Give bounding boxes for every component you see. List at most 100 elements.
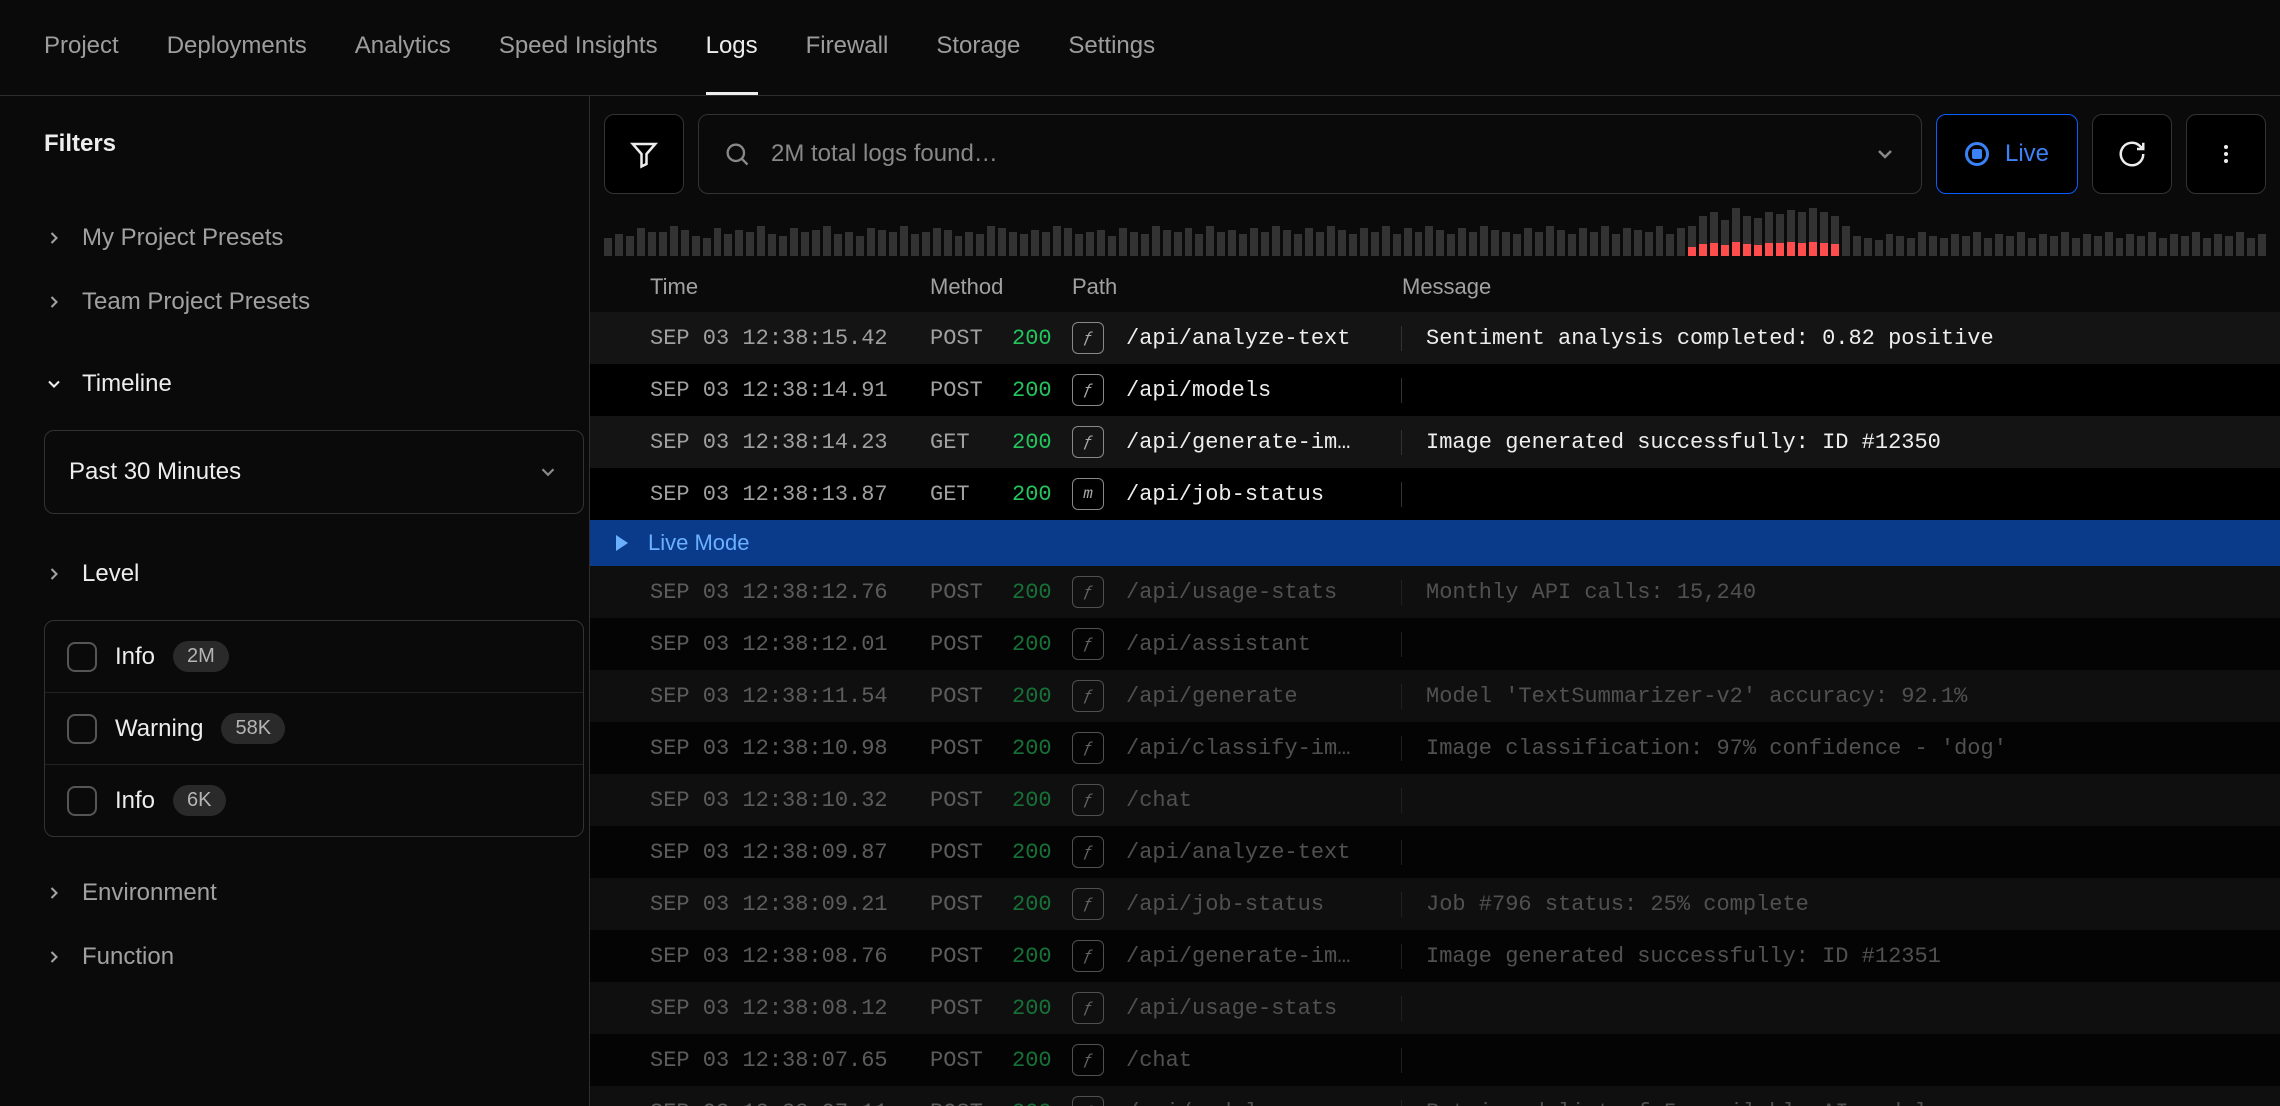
log-time: SEP 03 12:38:10.98 xyxy=(650,736,930,761)
log-row[interactable]: SEP 03 12:38:12.01POST200ƒ/api/assistant xyxy=(590,618,2280,670)
log-status: 200 xyxy=(1012,326,1072,351)
log-time: SEP 03 12:38:08.12 xyxy=(650,996,930,1021)
log-status: 200 xyxy=(1012,1048,1072,1073)
log-status: 200 xyxy=(1012,892,1072,917)
filter-button[interactable] xyxy=(604,114,684,194)
log-path: /api/generate-im… xyxy=(1126,430,1402,455)
level-count-badge: 6K xyxy=(173,785,225,816)
log-path: /api/assistant xyxy=(1126,632,1402,657)
log-type-icon: m xyxy=(1072,478,1126,510)
log-row[interactable]: SEP 03 12:38:10.32POST200ƒ/chat xyxy=(590,774,2280,826)
log-message: Image generated successfully: ID #12351 xyxy=(1426,944,2266,969)
timeline-header[interactable]: Timeline xyxy=(44,352,565,416)
nav-tab-logs[interactable]: Logs xyxy=(706,0,758,95)
section-label: Function xyxy=(82,943,174,971)
level-row[interactable]: Warning 58K xyxy=(45,693,583,765)
sidebar-preset[interactable]: Team Project Presets xyxy=(44,270,565,334)
chevron-down-icon[interactable] xyxy=(1873,142,1897,166)
checkbox[interactable] xyxy=(67,714,97,744)
log-row[interactable]: SEP 03 12:38:11.54POST200ƒ/api/generateM… xyxy=(590,670,2280,722)
sidebar-section[interactable]: Environment xyxy=(44,861,565,925)
preset-label: My Project Presets xyxy=(82,224,283,252)
timeline-select[interactable]: Past 30 Minutes xyxy=(44,430,584,514)
log-row[interactable]: SEP 03 12:38:14.91POST200ƒ/api/models xyxy=(590,364,2280,416)
log-histogram[interactable] xyxy=(590,194,2280,256)
search-input[interactable] xyxy=(771,140,1853,168)
filters-title: Filters xyxy=(44,130,565,158)
live-mode-row[interactable]: Live Mode xyxy=(590,520,2280,566)
log-row[interactable]: SEP 03 12:38:07.65POST200ƒ/chat xyxy=(590,1034,2280,1086)
toolbar: Live xyxy=(590,114,2280,194)
level-header[interactable]: Level xyxy=(44,542,565,606)
log-path: /api/job-status xyxy=(1126,482,1402,507)
log-message: Job #796 status: 25% complete xyxy=(1426,892,2266,917)
more-button[interactable] xyxy=(2186,114,2266,194)
play-icon xyxy=(616,535,628,551)
search-icon xyxy=(723,140,751,168)
level-name: Warning xyxy=(115,715,203,743)
logs-main: Live Time Method Path Message SEP 03 12:… xyxy=(590,96,2280,1106)
log-time: SEP 03 12:38:14.91 xyxy=(650,378,930,403)
sidebar-section[interactable]: Function xyxy=(44,925,565,989)
col-msg: Message xyxy=(1402,274,2266,300)
log-row[interactable]: SEP 03 12:38:09.87POST200ƒ/api/analyze-t… xyxy=(590,826,2280,878)
checkbox[interactable] xyxy=(67,786,97,816)
log-method: POST xyxy=(930,580,1012,605)
refresh-button[interactable] xyxy=(2092,114,2172,194)
log-status: 200 xyxy=(1012,996,1072,1021)
log-method: GET xyxy=(930,482,1012,507)
search-wrap[interactable] xyxy=(698,114,1922,194)
nav-tab-storage[interactable]: Storage xyxy=(936,0,1020,95)
log-time: SEP 03 12:38:08.76 xyxy=(650,944,930,969)
log-path: /api/analyze-text xyxy=(1126,326,1402,351)
log-type-icon: ƒ xyxy=(1072,680,1126,712)
nav-tab-speed-insights[interactable]: Speed Insights xyxy=(499,0,658,95)
log-status: 200 xyxy=(1012,430,1072,455)
log-row[interactable]: SEP 03 12:38:12.76POST200ƒ/api/usage-sta… xyxy=(590,566,2280,618)
log-method: POST xyxy=(930,684,1012,709)
log-message: Monthly API calls: 15,240 xyxy=(1426,580,2266,605)
log-path: /api/usage-stats xyxy=(1126,996,1402,1021)
log-row[interactable]: SEP 03 12:38:15.42POST200ƒ/api/analyze-t… xyxy=(590,312,2280,364)
nav-tab-firewall[interactable]: Firewall xyxy=(806,0,889,95)
log-row[interactable]: SEP 03 12:38:13.87GET200m/api/job-status xyxy=(590,468,2280,520)
level-group: Info2M Warning 58K Info6K xyxy=(44,620,584,837)
log-status: 200 xyxy=(1012,580,1072,605)
log-method: POST xyxy=(930,1048,1012,1073)
sidebar-preset[interactable]: My Project Presets xyxy=(44,206,565,270)
level-row[interactable]: Info6K xyxy=(45,765,583,836)
checkbox[interactable] xyxy=(67,642,97,672)
log-row[interactable]: SEP 03 12:38:08.12POST200ƒ/api/usage-sta… xyxy=(590,982,2280,1034)
log-message: Sentiment analysis completed: 0.82 posit… xyxy=(1426,326,2266,351)
log-status: 200 xyxy=(1012,632,1072,657)
log-row[interactable]: SEP 03 12:38:09.21POST200ƒ/api/job-statu… xyxy=(590,878,2280,930)
log-path: /api/job-status xyxy=(1126,892,1402,917)
log-row[interactable]: SEP 03 12:38:14.23GET200ƒ/api/generate-i… xyxy=(590,416,2280,468)
log-method: POST xyxy=(930,326,1012,351)
level-row[interactable]: Info2M xyxy=(45,621,583,693)
preset-label: Team Project Presets xyxy=(82,288,310,316)
log-row[interactable]: SEP 03 12:38:08.76POST200ƒ/api/generate-… xyxy=(590,930,2280,982)
log-time: SEP 03 12:38:13.87 xyxy=(650,482,930,507)
log-row[interactable]: SEP 03 12:38:10.98POST200ƒ/api/classify-… xyxy=(590,722,2280,774)
nav-tab-settings[interactable]: Settings xyxy=(1068,0,1155,95)
table-header: Time Method Path Message xyxy=(590,256,2280,312)
log-path: /api/generate xyxy=(1126,684,1402,709)
timeline-label: Timeline xyxy=(82,370,172,398)
log-type-icon: ƒ xyxy=(1072,732,1126,764)
live-label: Live xyxy=(2005,140,2049,168)
level-count-badge: 58K xyxy=(221,713,285,744)
log-status: 200 xyxy=(1012,736,1072,761)
log-status: 200 xyxy=(1012,378,1072,403)
nav-tab-analytics[interactable]: Analytics xyxy=(355,0,451,95)
live-button[interactable]: Live xyxy=(1936,114,2078,194)
log-time: SEP 03 12:38:10.32 xyxy=(650,788,930,813)
filters-sidebar: Filters My Project Presets Team Project P… xyxy=(0,96,590,1106)
log-type-icon: ƒ xyxy=(1072,888,1126,920)
nav-tab-deployments[interactable]: Deployments xyxy=(167,0,307,95)
nav-tab-project[interactable]: Project xyxy=(44,0,119,95)
log-status: 200 xyxy=(1012,944,1072,969)
log-time: SEP 03 12:38:09.21 xyxy=(650,892,930,917)
log-row[interactable]: SEP 03 12:38:07.11POST200ƒ/api/modelsRet… xyxy=(590,1086,2280,1106)
log-time: SEP 03 12:38:14.23 xyxy=(650,430,930,455)
